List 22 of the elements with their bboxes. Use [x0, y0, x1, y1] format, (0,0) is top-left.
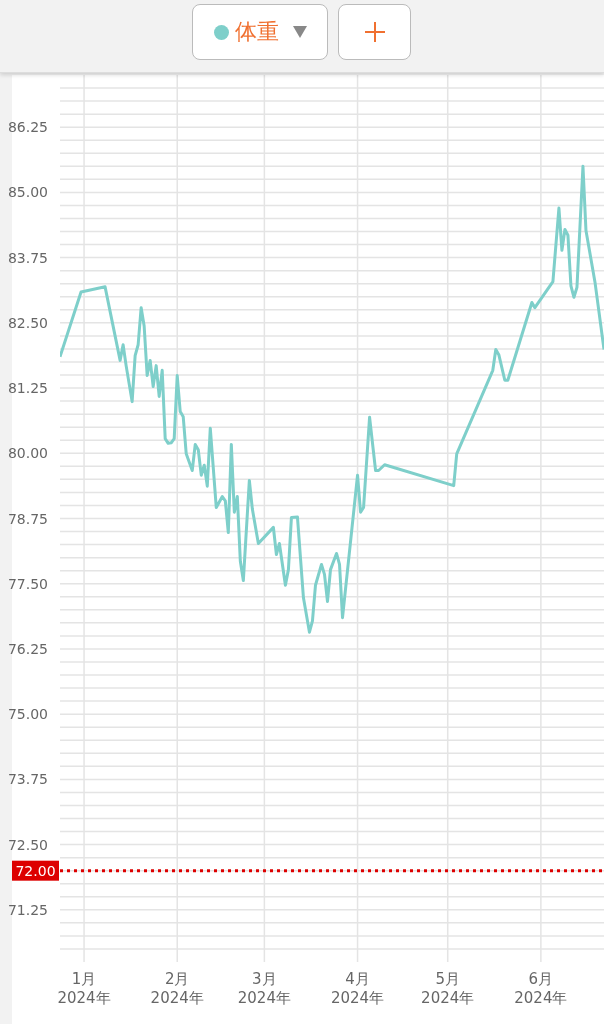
y-tick-label: 73.75: [7, 771, 48, 788]
y-tick-label: 71.25: [7, 901, 48, 918]
y-tick-label: 83.75: [7, 249, 48, 266]
y-tick-label: 77.50: [7, 575, 48, 592]
y-tick-label: 86.25: [7, 119, 48, 136]
x-tick-label: 1月 2024年: [57, 970, 111, 1007]
x-tick-label: 3月 2024年: [237, 970, 291, 1007]
y-tick-label: 75.00: [7, 706, 48, 723]
y-tick-label: 85.00: [7, 184, 48, 201]
x-tick-label: 6月 2024年: [514, 970, 568, 1007]
y-tick-label: 80.00: [7, 445, 48, 462]
line-series: [60, 164, 604, 634]
y-tick-label: 81.25: [7, 380, 48, 397]
y-tick-label: 78.75: [7, 510, 48, 527]
y-tick-label: 76.25: [7, 640, 48, 657]
x-tick-label: 2月 2024年: [150, 970, 204, 1007]
y-tick-label: 72.50: [7, 836, 48, 853]
ref-line-label: 72.00: [15, 862, 56, 879]
y-tick-label: 82.50: [7, 314, 48, 331]
x-tick-label: 5月 2024年: [421, 970, 475, 1007]
legend-label: 体重: [234, 18, 279, 46]
x-tick-label: 4月 2024年: [330, 970, 385, 1007]
